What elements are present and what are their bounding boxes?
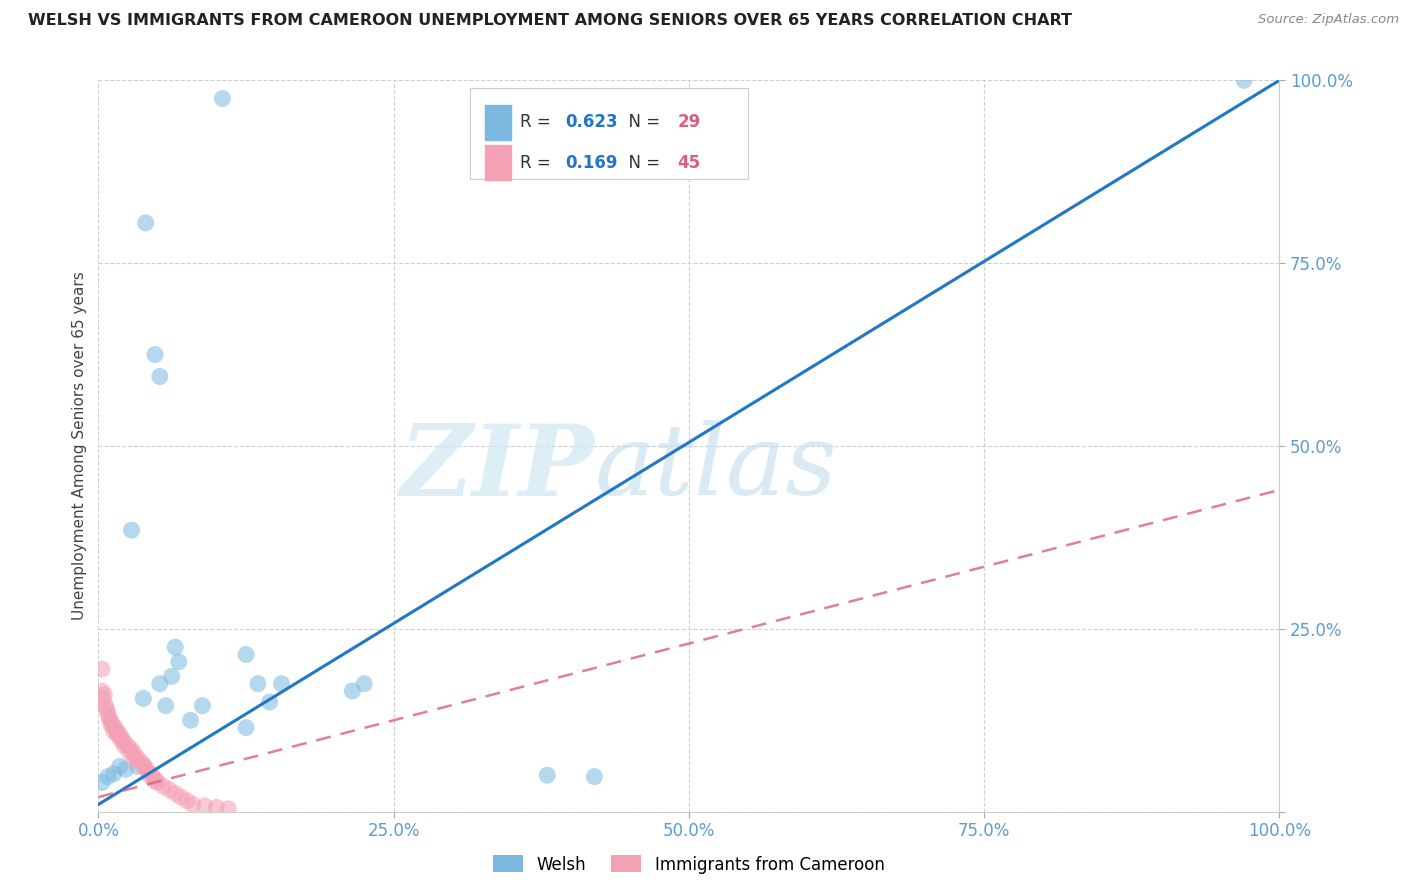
Point xyxy=(91,691,114,706)
Text: 29: 29 xyxy=(678,113,700,131)
Point xyxy=(93,688,115,702)
Point xyxy=(194,798,217,813)
Text: WELSH VS IMMIGRANTS FROM CAMEROON UNEMPLOYMENT AMONG SENIORS OVER 65 YEARS CORRE: WELSH VS IMMIGRANTS FROM CAMEROON UNEMPL… xyxy=(28,13,1073,29)
Point xyxy=(105,724,128,739)
FancyBboxPatch shape xyxy=(471,87,748,179)
Point xyxy=(176,794,198,808)
Point xyxy=(259,695,281,709)
Text: 45: 45 xyxy=(678,153,700,171)
Text: 0.169: 0.169 xyxy=(565,153,617,171)
Text: N =: N = xyxy=(619,113,665,131)
Point xyxy=(105,728,128,742)
Point xyxy=(160,669,183,683)
Point xyxy=(127,759,149,773)
Point xyxy=(122,746,145,760)
Point xyxy=(270,676,292,690)
Point xyxy=(136,764,159,779)
Point xyxy=(103,766,125,780)
Point xyxy=(97,770,120,784)
Point xyxy=(117,739,139,753)
Point xyxy=(342,684,364,698)
Text: N =: N = xyxy=(619,153,665,171)
Point xyxy=(121,523,143,537)
Point xyxy=(100,718,122,732)
Point xyxy=(125,749,148,764)
Point xyxy=(149,369,172,384)
Point xyxy=(217,802,239,816)
Text: 0.623: 0.623 xyxy=(565,113,617,131)
Point xyxy=(180,714,202,728)
Point xyxy=(98,714,121,728)
Y-axis label: Unemployment Among Seniors over 65 years: Unemployment Among Seniors over 65 years xyxy=(72,272,87,620)
Legend: Welsh, Immigrants from Cameroon: Welsh, Immigrants from Cameroon xyxy=(486,848,891,880)
Point xyxy=(143,774,166,789)
Point xyxy=(132,759,155,773)
Point xyxy=(157,782,180,797)
Point xyxy=(132,757,155,772)
Point xyxy=(91,775,114,789)
Point xyxy=(235,721,257,735)
Text: ZIP: ZIP xyxy=(399,420,595,516)
Bar xyxy=(485,104,510,140)
Point xyxy=(138,768,160,782)
Point xyxy=(112,735,135,749)
Point xyxy=(101,717,124,731)
Point xyxy=(110,733,132,747)
Point xyxy=(170,790,193,805)
Point xyxy=(135,216,157,230)
Point xyxy=(143,772,166,786)
Point xyxy=(155,698,177,713)
Point xyxy=(235,648,257,662)
Point xyxy=(181,797,204,812)
Point xyxy=(583,770,606,784)
Point xyxy=(111,731,134,746)
Point xyxy=(191,698,214,713)
Point xyxy=(122,752,145,766)
Point xyxy=(152,779,174,793)
Point xyxy=(353,676,375,690)
Point xyxy=(104,721,127,735)
Point xyxy=(167,655,190,669)
Point xyxy=(143,348,166,362)
Point xyxy=(114,762,136,776)
Point xyxy=(98,711,121,725)
Text: R =: R = xyxy=(520,153,555,171)
Text: R =: R = xyxy=(520,113,555,131)
Point xyxy=(91,662,114,676)
Point xyxy=(211,92,233,106)
Point xyxy=(128,754,150,768)
Point xyxy=(205,800,228,814)
Point xyxy=(121,742,143,756)
Point xyxy=(91,684,114,698)
Point xyxy=(108,728,131,742)
Point xyxy=(94,698,117,713)
Text: atlas: atlas xyxy=(595,420,837,516)
Point xyxy=(1233,73,1256,87)
Point xyxy=(96,702,118,716)
Point xyxy=(141,768,163,782)
Point xyxy=(165,640,187,655)
Point xyxy=(165,787,187,801)
Point xyxy=(246,676,269,690)
Text: Source: ZipAtlas.com: Source: ZipAtlas.com xyxy=(1258,13,1399,27)
Point xyxy=(132,691,155,706)
Point xyxy=(118,745,141,759)
Point xyxy=(97,706,120,720)
Point xyxy=(108,759,131,773)
Point xyxy=(146,775,169,789)
Point xyxy=(536,768,558,782)
Point xyxy=(135,761,157,775)
Point xyxy=(112,739,135,753)
Bar xyxy=(485,145,510,180)
Point xyxy=(149,676,172,690)
Point xyxy=(103,724,125,739)
